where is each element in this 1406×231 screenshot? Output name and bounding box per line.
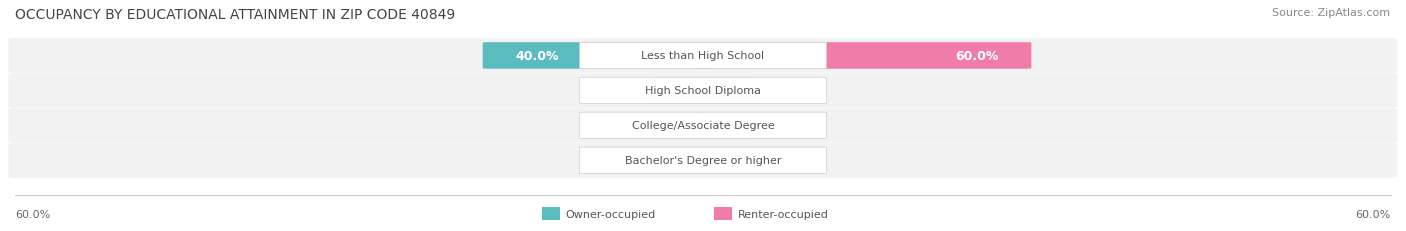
Text: 0.0%: 0.0% (766, 86, 794, 96)
FancyBboxPatch shape (8, 143, 1398, 178)
Text: 0.0%: 0.0% (612, 121, 640, 131)
FancyBboxPatch shape (651, 78, 706, 104)
FancyBboxPatch shape (579, 43, 827, 69)
Text: College/Associate Degree: College/Associate Degree (631, 121, 775, 131)
FancyBboxPatch shape (541, 207, 560, 220)
Text: 60.0%: 60.0% (15, 209, 51, 219)
FancyBboxPatch shape (482, 43, 707, 69)
Text: 0.0%: 0.0% (766, 121, 794, 131)
FancyBboxPatch shape (700, 148, 755, 173)
Text: Source: ZipAtlas.com: Source: ZipAtlas.com (1272, 8, 1391, 18)
FancyBboxPatch shape (700, 78, 755, 104)
Text: Renter-occupied: Renter-occupied (738, 209, 830, 219)
FancyBboxPatch shape (579, 147, 827, 174)
Text: Less than High School: Less than High School (641, 51, 765, 61)
Text: 60.0%: 60.0% (1355, 209, 1391, 219)
FancyBboxPatch shape (699, 43, 1032, 69)
FancyBboxPatch shape (651, 113, 706, 139)
FancyBboxPatch shape (8, 109, 1398, 143)
FancyBboxPatch shape (579, 78, 827, 104)
Text: 40.0%: 40.0% (515, 50, 558, 63)
FancyBboxPatch shape (700, 113, 755, 139)
Text: 60.0%: 60.0% (956, 50, 1000, 63)
Text: 0.0%: 0.0% (766, 156, 794, 166)
Text: OCCUPANCY BY EDUCATIONAL ATTAINMENT IN ZIP CODE 40849: OCCUPANCY BY EDUCATIONAL ATTAINMENT IN Z… (15, 8, 456, 22)
FancyBboxPatch shape (714, 207, 733, 220)
FancyBboxPatch shape (651, 148, 706, 173)
FancyBboxPatch shape (579, 113, 827, 139)
Text: High School Diploma: High School Diploma (645, 86, 761, 96)
FancyBboxPatch shape (8, 74, 1398, 108)
Text: Bachelor's Degree or higher: Bachelor's Degree or higher (624, 156, 782, 166)
Text: Owner-occupied: Owner-occupied (565, 209, 655, 219)
Text: 0.0%: 0.0% (612, 156, 640, 166)
Text: 0.0%: 0.0% (612, 86, 640, 96)
FancyBboxPatch shape (8, 39, 1398, 73)
